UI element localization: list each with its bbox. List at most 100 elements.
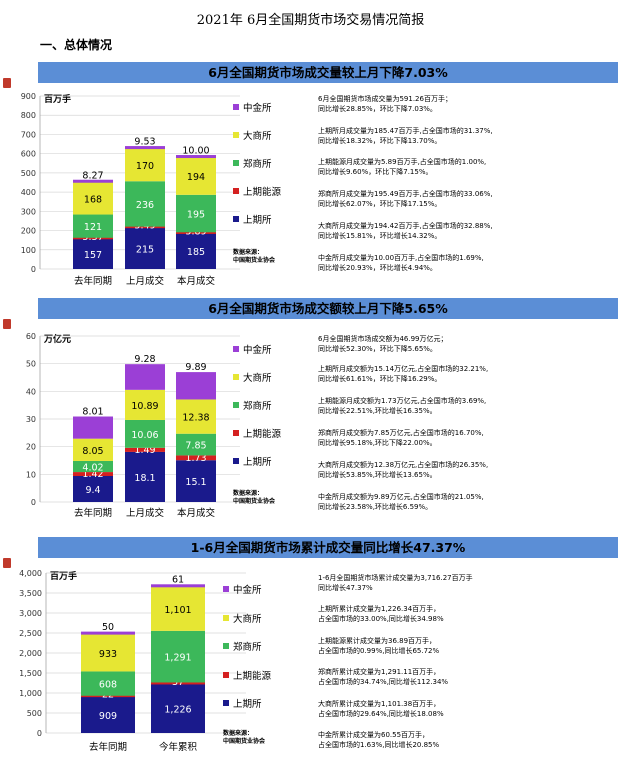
y-tick-label: 600 — [21, 150, 36, 159]
y-tick-label: 20 — [26, 443, 36, 452]
legend-swatch-ine — [233, 188, 239, 194]
data-source: 数据来源： 中国期货业协会 — [233, 249, 276, 264]
bar-segment — [125, 146, 165, 150]
legend-ine: 上期能源 — [233, 426, 281, 440]
legend-cffex: 中金所 — [223, 582, 262, 596]
y-tick-label: 0 — [31, 265, 36, 274]
data-label: 8.27 — [82, 171, 103, 182]
data-label: 157 — [84, 250, 102, 261]
y-tick-label: 50 — [26, 360, 36, 369]
volume-panel: 6月全国期货市场成交量较上月下降7.03% 百万手 0 100 200 300 400 50… — [3, 62, 618, 295]
legend-swatch-zce — [233, 402, 239, 408]
data-label: 50 — [102, 622, 114, 633]
bar-segment — [73, 179, 113, 183]
cumulative-bar-chart: 百万手 0 500 1,000 1,500 2,000 2,500 3,000 3,500 4,0… — [19, 569, 246, 753]
bar-segment — [73, 460, 113, 473]
y-tick-label: 3,000 — [19, 609, 42, 618]
bar-segment — [73, 472, 113, 476]
legend-zce: 郑商所 — [233, 398, 272, 412]
bar-segment — [176, 230, 216, 234]
y-tick-label: 500 — [27, 709, 42, 718]
legend-label: 上期能源 — [243, 187, 282, 198]
y-tick-label: 200 — [21, 227, 36, 236]
legend-label: 郑商所 — [243, 159, 272, 170]
legend-swatch-cffex — [223, 586, 229, 592]
category-label: 本月成交 — [177, 275, 216, 287]
bar-segment — [125, 419, 165, 448]
y-tick-label: 30 — [26, 415, 36, 424]
data-label: 215 — [136, 244, 154, 255]
legend-zce: 郑商所 — [233, 156, 272, 170]
data-label: 1.73 — [185, 453, 206, 464]
note-item: 郑商所累计成交量为1,291.11百万手， 占全国市场的34.74%,同比增长1… — [318, 668, 449, 686]
note-item: 上期所月成交额为15.14万亿元,占全国市场的32.21%, 同比增长61.61… — [318, 365, 489, 383]
y-tick-label: 800 — [21, 111, 36, 120]
bar-segment — [151, 683, 205, 733]
y-tick-label: 1,500 — [19, 669, 42, 678]
bar-segment — [176, 372, 216, 400]
y-tick-label: 2,500 — [19, 629, 42, 638]
bar-segment — [176, 194, 216, 233]
legend-swatch-zce — [233, 160, 239, 166]
bar-segment — [151, 584, 205, 588]
data-label: 9.28 — [134, 354, 155, 365]
legend-label: 上期所 — [243, 215, 272, 226]
data-label: 236 — [136, 200, 154, 211]
bar-segment — [176, 157, 216, 195]
data-label: 1,101 — [164, 605, 191, 616]
legend-label: 上期能源 — [233, 671, 272, 682]
data-label: 608 — [99, 680, 117, 691]
legend-label: 中金所 — [243, 103, 272, 114]
cumulative-panel: 1-6月全国期货市场累计成交量同比增长47.37% 百万手 0 500 1,000 1,… — [3, 537, 618, 768]
legend-label: 郑商所 — [233, 642, 262, 653]
legend-label: 上期所 — [233, 699, 262, 710]
panel-banner: 6月全国期货市场成交量较上月下降7.03% — [38, 62, 618, 83]
note-item: 中金所月成交额为9.89万亿元,占全国市场的21.05%, 同比增长23.58%… — [318, 493, 484, 511]
data-source: 数据来源： 中国期货业协会 — [223, 730, 266, 745]
note-item: 大商所月成交量为194.42百万手,占全国市场的32.88%, 同比增长15.8… — [318, 222, 493, 240]
legend-swatch-dce — [223, 615, 229, 621]
data-label: 909 — [99, 711, 117, 722]
bar-segment — [125, 148, 165, 182]
data-label: 1.42 — [82, 469, 103, 480]
document-title: 2021年 6月全国期货市场交易情况简报 — [196, 13, 425, 28]
data-label: 4.02 — [82, 463, 103, 474]
slide-icon — [3, 78, 11, 88]
bar-segment — [81, 631, 135, 635]
bar-segment — [176, 233, 216, 269]
legend-swatch-ine — [223, 672, 229, 678]
legend-label: 中金所 — [243, 345, 272, 356]
legend-swatch-dce — [233, 374, 239, 380]
y-unit-label: 百万手 — [50, 570, 77, 582]
y-tick-label: 4,000 — [19, 569, 42, 578]
data-label: 933 — [99, 649, 117, 660]
legend-swatch-shfe — [233, 458, 239, 464]
bar-segment — [125, 227, 165, 269]
y-tick-label: 2,000 — [19, 649, 42, 658]
note-item: 6月全国期货市场成交额为46.99万亿元； 同比增长52.30%，环比下降5.6… — [318, 335, 448, 353]
note-item: 上期所累计成交量为1,226.34百万手， 占全国市场的33.00%,同比增长3… — [318, 605, 444, 623]
y-tick-label: 3,500 — [19, 589, 42, 598]
note-item: 大商所月成交额为12.38万亿元,占全国市场的26.35%, 同比增长53.85… — [318, 461, 489, 479]
legend-zce: 郑商所 — [223, 639, 262, 653]
panel-banner: 6月全国期货市场成交额较上月下降5.65% — [38, 298, 618, 319]
category-label: 去年同期 — [89, 741, 127, 753]
legend-shfe: 上期所 — [223, 696, 262, 710]
y-tick-label: 300 — [21, 207, 36, 216]
data-label: 15.1 — [185, 477, 206, 488]
legend-label: 上期能源 — [243, 429, 282, 440]
legend-label: 郑商所 — [243, 401, 272, 412]
category-label: 今年累积 — [159, 741, 198, 753]
legend-swatch-cffex — [233, 104, 239, 110]
y-unit-label: 百万手 — [44, 93, 71, 105]
legend-label: 中金所 — [233, 585, 262, 596]
data-label: 9.4 — [85, 485, 100, 496]
bar-segment — [176, 155, 216, 159]
category-label: 上月成交 — [126, 507, 165, 519]
legend-label: 大商所 — [243, 131, 272, 142]
bar-segment — [73, 214, 113, 238]
legend-swatch-zce — [223, 643, 229, 649]
y-tick-label: 700 — [21, 130, 36, 139]
note-item: 上期能源月成交量为5.89百万手,占全国市场的1.00%, 同比增长9.60%，… — [318, 158, 487, 176]
bar-segment — [125, 447, 165, 452]
